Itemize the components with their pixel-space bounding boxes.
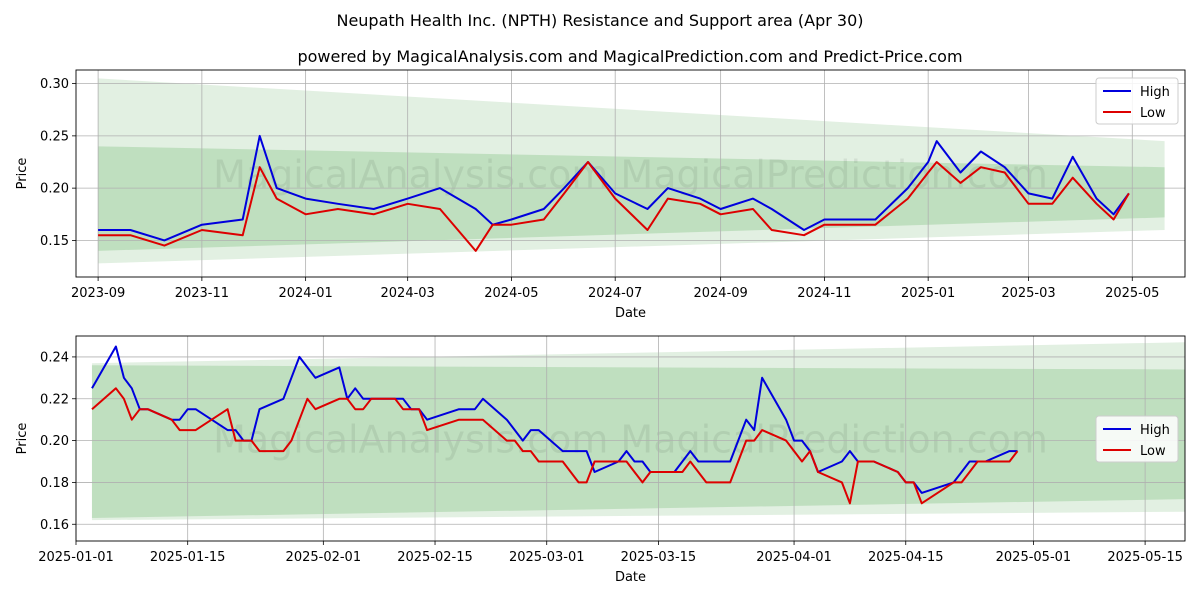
y-tick-label: 0.20 xyxy=(40,434,69,449)
watermark: MagicalAnalysis.com MagicalPrediction.co… xyxy=(213,418,1048,462)
x-tick-label: 2025-05 xyxy=(1105,286,1159,301)
chart-subtitle: powered by MagicalAnalysis.com and Magic… xyxy=(297,47,962,66)
y-tick-label: 0.15 xyxy=(40,234,69,249)
x-tick-label: 2024-11 xyxy=(797,286,851,301)
x-tick-label: 2025-04-15 xyxy=(868,550,944,565)
x-tick-label: 2025-03 xyxy=(1001,286,1055,301)
y-tick-label: 0.16 xyxy=(40,518,69,533)
series-line-low xyxy=(91,387,1019,505)
x-tick-label: 2025-03-15 xyxy=(621,550,697,565)
resistance-support-inner-band xyxy=(91,365,1185,518)
plot-frame xyxy=(75,69,1186,278)
x-tick-label: 2025-05-01 xyxy=(996,550,1072,565)
legend-label-high: High xyxy=(1140,423,1170,438)
x-tick-label: 2025-05-15 xyxy=(1107,550,1183,565)
series-line-high xyxy=(91,345,1018,494)
top-chart-panel: MagicalAnalysis.com MagicalPrediction.co… xyxy=(15,69,1186,321)
x-tick-label: 2024-05 xyxy=(484,286,538,301)
chart-title: Neupath Health Inc. (NPTH) Resistance an… xyxy=(336,11,863,30)
plot-frame xyxy=(75,335,1186,542)
x-tick-label: 2024-07 xyxy=(588,286,642,301)
legend: High Low xyxy=(1095,77,1179,125)
x-axis-label: Date xyxy=(615,570,646,585)
x-tick-label: 2025-04-01 xyxy=(756,550,832,565)
y-tick-label: 0.22 xyxy=(40,392,69,407)
y-tick-label: 0.20 xyxy=(40,182,69,197)
y-tick-label: 0.24 xyxy=(40,350,69,365)
x-tick-label: 2025-01-01 xyxy=(38,550,114,565)
x-axis-label: Date xyxy=(615,306,646,321)
series-line-low xyxy=(98,161,1130,252)
legend-label-low: Low xyxy=(1140,106,1166,121)
x-tick-label: 2025-02-15 xyxy=(397,550,473,565)
legend-label-high: High xyxy=(1140,85,1170,100)
x-tick-label: 2023-11 xyxy=(175,286,229,301)
y-axis-label: Price xyxy=(15,423,30,455)
x-tick-label: 2024-09 xyxy=(693,286,747,301)
legend-label-low: Low xyxy=(1140,444,1166,459)
x-tick-label: 2025-03-01 xyxy=(509,550,585,565)
x-tick-label: 2025-02-01 xyxy=(286,550,362,565)
x-tick-label: 2024-01 xyxy=(278,286,332,301)
resistance-support-inner-band xyxy=(98,146,1165,251)
x-tick-label: 2025-01 xyxy=(901,286,955,301)
y-tick-label: 0.30 xyxy=(40,77,69,92)
y-axis-label: Price xyxy=(15,158,30,190)
y-tick-label: 0.25 xyxy=(40,129,69,144)
x-tick-label: 2023-09 xyxy=(71,286,125,301)
x-tick-label: 2024-03 xyxy=(381,286,435,301)
series-line-high xyxy=(98,134,1130,242)
legend: High Low xyxy=(1095,415,1179,463)
y-tick-label: 0.18 xyxy=(40,476,69,491)
x-tick-label: 2025-01-15 xyxy=(150,550,226,565)
watermark: MagicalAnalysis.com MagicalPrediction.co… xyxy=(213,153,1048,197)
bottom-chart-panel: MagicalAnalysis.com MagicalPrediction.co… xyxy=(15,335,1186,585)
